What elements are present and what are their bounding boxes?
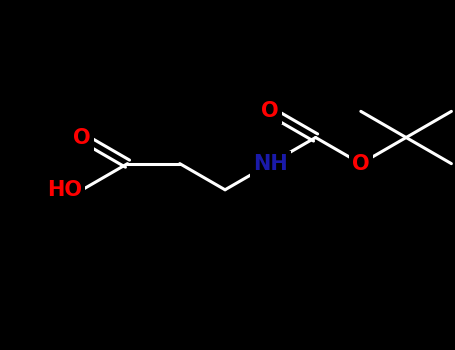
Text: NH: NH [253,154,288,174]
Text: O: O [352,154,369,174]
Text: HO: HO [47,180,82,200]
Text: O: O [262,102,279,121]
Text: O: O [73,127,91,147]
